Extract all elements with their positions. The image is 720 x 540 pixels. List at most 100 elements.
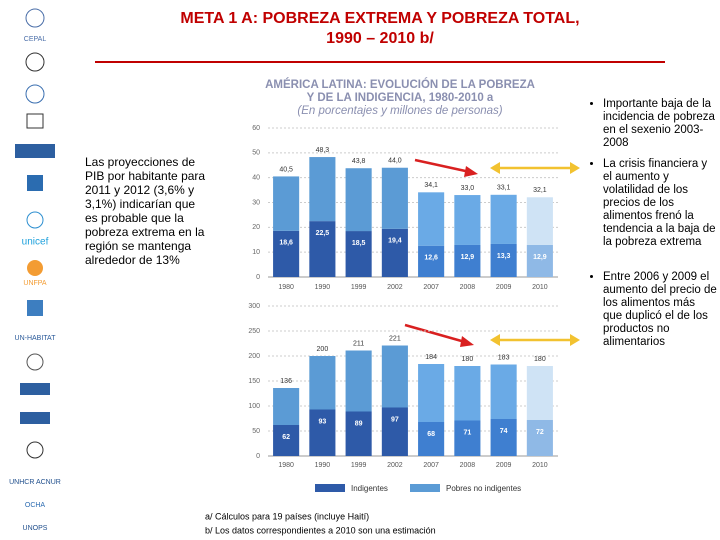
bar-segment <box>454 366 481 421</box>
bar-segment <box>273 388 300 425</box>
left-text: Las proyecciones de PIB por habitante pa… <box>85 155 206 267</box>
x-tick-label: 2002 <box>387 284 403 291</box>
arrow-head <box>490 162 500 174</box>
bar-label: 13,3 <box>497 253 511 260</box>
bar-segment <box>381 407 408 456</box>
bar-segment <box>345 231 372 277</box>
bar-segment <box>454 420 481 456</box>
logo <box>27 300 43 316</box>
logo-text: UNFPA <box>23 280 47 287</box>
bar-label: 12,6 <box>424 255 438 262</box>
y-tick-label: 30 <box>252 199 260 206</box>
x-tick-label: 1980 <box>278 462 294 469</box>
logo <box>26 441 44 459</box>
y-tick-label: 0 <box>256 274 260 281</box>
bar-segment <box>526 420 553 456</box>
total-label: 180 <box>534 356 546 363</box>
y-tick-label: 40 <box>252 175 260 182</box>
bar-label: 19,4 <box>388 238 402 245</box>
logo <box>26 211 44 229</box>
logo-text: UNOPS <box>23 525 48 532</box>
x-tick-label: 2002 <box>387 462 403 469</box>
bar-segment <box>526 197 553 245</box>
total-label: 33,1 <box>497 185 511 192</box>
total-label: 32,1 <box>533 187 547 194</box>
bar-label: 18,6 <box>279 240 293 247</box>
y-tick-label: 250 <box>248 328 260 335</box>
x-tick-label: 2007 <box>423 462 439 469</box>
y-tick-label: 0 <box>256 453 260 460</box>
x-tick-label: 1999 <box>351 284 367 291</box>
footnote: a/ Cálculos para 19 países (incluye Hait… <box>205 511 369 521</box>
bar-label: 18,5 <box>352 240 366 247</box>
bar-segment <box>345 411 372 456</box>
x-tick-label: 1999 <box>351 462 367 469</box>
logo-text: CEPAL <box>24 36 47 43</box>
logo <box>27 175 43 191</box>
total-label: 184 <box>425 354 437 361</box>
legend-swatch <box>410 484 440 492</box>
bar-segment <box>490 243 517 277</box>
logo <box>26 353 44 371</box>
x-tick-label: 2010 <box>532 284 548 291</box>
logo <box>20 383 50 395</box>
bar-label: 89 <box>355 420 363 427</box>
bar-segment <box>309 157 336 222</box>
bar-label: 72 <box>536 429 544 436</box>
total-label: 180 <box>462 356 474 363</box>
total-label: 221 <box>389 335 401 342</box>
bar-segment <box>273 425 300 456</box>
bar-segment <box>418 422 445 456</box>
y-tick-label: 100 <box>248 403 260 410</box>
bullet: La crisis financiera y el aumento y vola… <box>603 158 717 249</box>
total-label: 34,1 <box>424 182 438 189</box>
y-tick-label: 200 <box>248 353 260 360</box>
bar-segment <box>526 244 553 277</box>
bar-segment <box>418 245 445 277</box>
bar-label: 22,5 <box>316 230 330 237</box>
bullet: Entre 2006 y 2009 el aumento del precio … <box>603 271 717 349</box>
bar-segment <box>309 356 336 410</box>
bar-segment <box>418 192 445 246</box>
logo-column: CEPAL unicef UNFPA UN-HABITAT UNHCR ACNU… <box>9 8 61 532</box>
logo-text: UN-HABITAT <box>15 335 57 342</box>
logo <box>20 412 50 424</box>
bar-label: 12,9 <box>461 254 475 261</box>
figure-subtitle: (En porcentajes y millones de personas) <box>297 105 502 117</box>
x-tick-label: 2009 <box>496 462 512 469</box>
y-tick-label: 150 <box>248 378 260 385</box>
arrow <box>404 323 466 344</box>
figure-title: Y DE LA INDIGENCIA, 1980-2010 a <box>307 92 494 104</box>
bar-segment <box>381 167 408 229</box>
bar-segment <box>418 364 445 422</box>
total-label: 200 <box>317 346 329 353</box>
bar-label: 97 <box>391 416 399 423</box>
logo-text: unicef <box>22 237 49 248</box>
total-label: 43,8 <box>352 158 366 165</box>
bar-segment <box>309 221 336 277</box>
y-tick-label: 50 <box>252 150 260 157</box>
total-label: 44,0 <box>388 158 402 165</box>
x-tick-label: 1980 <box>278 284 294 291</box>
bar-label: 62 <box>282 434 290 441</box>
bar-segment <box>454 244 481 277</box>
bar-label: 93 <box>318 418 326 425</box>
logo <box>25 8 45 28</box>
y-tick-label: 60 <box>252 125 260 132</box>
slide-title: 1990 – 2010 b/ <box>326 30 434 47</box>
logo <box>27 260 43 276</box>
bar-segment <box>309 409 336 456</box>
total-label: 183 <box>498 354 510 361</box>
x-tick-label: 2008 <box>460 284 476 291</box>
legend-label: Pobres no indigentes <box>446 484 521 493</box>
bar-segment <box>454 195 481 245</box>
total-label: 40,5 <box>279 166 293 173</box>
arrow-head <box>570 334 580 346</box>
arrow <box>414 158 471 174</box>
x-tick-label: 2007 <box>423 284 439 291</box>
logo <box>15 144 55 158</box>
logo <box>26 113 44 129</box>
y-tick-label: 50 <box>252 428 260 435</box>
arrow-head <box>464 166 478 177</box>
